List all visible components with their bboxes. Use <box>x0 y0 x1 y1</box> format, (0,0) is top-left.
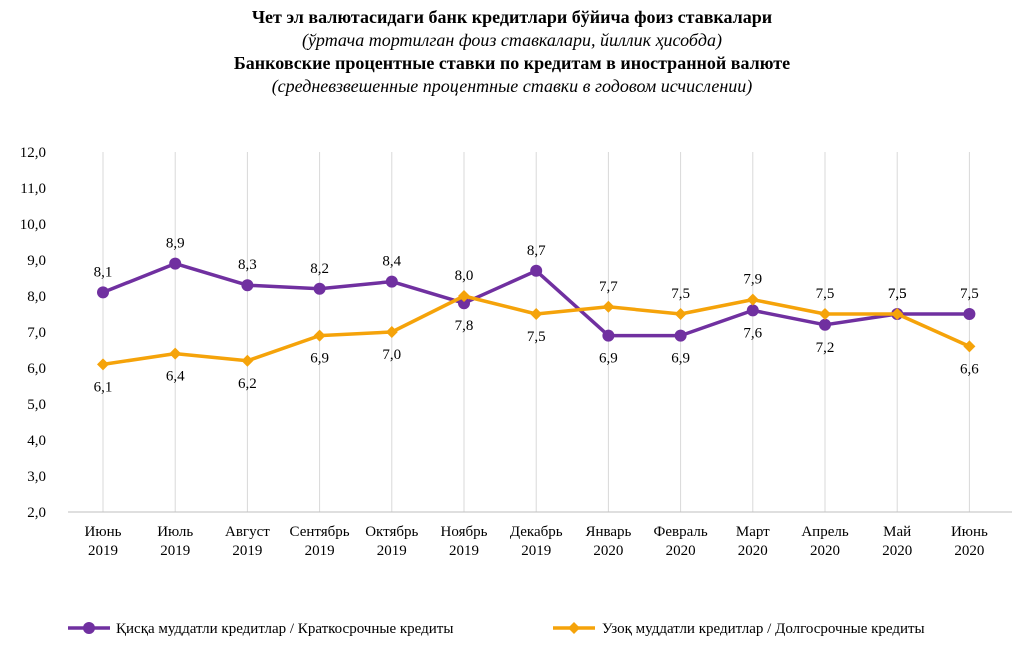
x-tick-label-month: Февраль <box>653 524 707 540</box>
series-0-point <box>458 297 470 310</box>
x-tick-label-month: Январь <box>585 524 631 540</box>
y-tick-label: 5,0 <box>27 397 46 413</box>
chart-titles: Чет эл валютасидаги банк кредитлари бўйи… <box>0 6 1024 98</box>
x-tick-label-month: Июнь <box>85 524 122 540</box>
y-tick-label: 9,0 <box>27 253 46 269</box>
series-1-point <box>963 340 976 353</box>
x-tick-label-month: Июль <box>157 524 193 540</box>
data-label: 6,9 <box>671 351 690 367</box>
data-label: 7,5 <box>671 286 690 302</box>
series-0-point <box>602 329 615 342</box>
series-0-point <box>746 304 759 317</box>
x-tick-label-year: 2019 <box>160 543 190 559</box>
y-tick-label: 6,0 <box>27 361 46 377</box>
data-label: 7,6 <box>743 325 762 341</box>
y-tick-label: 12,0 <box>20 145 46 161</box>
data-label: 6,6 <box>960 361 979 377</box>
data-label: 6,9 <box>599 351 618 367</box>
x-tick-label-year: 2019 <box>521 543 551 559</box>
data-label: 7,0 <box>382 347 401 363</box>
data-label: 8,7 <box>527 243 546 259</box>
x-tick-label-year: 2020 <box>954 543 984 559</box>
series-1-point <box>241 354 254 367</box>
x-tick-label-month: Май <box>883 524 911 540</box>
x-tick-label-year: 2019 <box>377 543 407 559</box>
x-tick-label-year: 2019 <box>449 543 479 559</box>
chart-title-uz: Чет эл валютасидаги банк кредитлари бўйи… <box>251 7 773 27</box>
series-1-point <box>891 308 904 320</box>
legend-marker <box>568 622 580 634</box>
x-tick-label-month: Август <box>225 524 270 540</box>
x-tick-label-year: 2019 <box>232 543 262 559</box>
chart-subtitle-ru: (средневзвешенные процентные ставки в го… <box>271 76 753 96</box>
data-label: 7,8 <box>455 318 474 334</box>
x-tick-label-year: 2020 <box>666 543 696 559</box>
data-label: 7,2 <box>816 340 835 356</box>
x-tick-label-year: 2020 <box>882 543 912 559</box>
series-0-point <box>963 308 976 320</box>
x-tick-label-month: Июнь <box>951 524 988 540</box>
series-1-point <box>819 308 831 320</box>
x-tick-label-year: 2019 <box>88 543 118 559</box>
y-tick-label: 10,0 <box>20 217 46 233</box>
data-label: 8,0 <box>455 268 474 284</box>
data-label: 8,4 <box>382 254 401 270</box>
legend-label: Узоқ муддатли кредитлар / Долгосрочные к… <box>602 621 925 637</box>
chart-subtitle-uz: (ўртача тортилган фоиз ставкалари, йилли… <box>301 30 723 50</box>
data-label: 8,9 <box>166 236 185 252</box>
legend-marker <box>83 622 95 634</box>
y-tick-label: 11,0 <box>20 181 46 197</box>
x-tick-label-month: Ноябрь <box>441 524 488 540</box>
series-0-point <box>241 279 254 292</box>
data-label: 7,5 <box>888 286 907 302</box>
data-label: 7,5 <box>888 286 907 302</box>
x-tick-label-year: 2020 <box>738 543 768 559</box>
series-1-point <box>746 293 759 306</box>
data-label: 6,1 <box>94 379 113 395</box>
data-label: 8,3 <box>238 257 257 273</box>
chart-title-ru: Банковские процентные ставки по кредитам… <box>233 53 791 73</box>
series-1-point <box>674 308 687 320</box>
series-1-point <box>313 329 326 342</box>
series-1-point <box>602 300 615 313</box>
series-1-point <box>169 347 182 360</box>
series-1-point <box>97 358 109 371</box>
series-0-point <box>674 329 687 342</box>
series-0-point <box>313 282 326 295</box>
series-1-point <box>530 308 543 320</box>
data-label: 8,1 <box>94 264 113 280</box>
y-tick-label: 7,0 <box>27 325 46 341</box>
series-1-point <box>458 290 470 302</box>
series-0-point <box>530 264 543 277</box>
x-tick-label-month: Март <box>736 524 770 540</box>
x-tick-label-month: Сентябрь <box>290 524 350 540</box>
series-0-point <box>169 257 182 270</box>
series-1-point <box>385 326 398 338</box>
data-label: 7,9 <box>743 272 762 288</box>
x-tick-label-month: Апрель <box>801 524 849 540</box>
y-tick-label: 3,0 <box>27 469 46 485</box>
x-tick-label-year: 2019 <box>305 543 335 559</box>
series-0-point <box>97 286 109 299</box>
series-0-point <box>385 275 398 288</box>
data-label: 6,4 <box>166 369 185 385</box>
data-label: 8,2 <box>310 261 329 277</box>
x-tick-label-month: Октябрь <box>365 524 418 540</box>
x-tick-label-year: 2020 <box>810 543 840 559</box>
data-label: 6,2 <box>238 376 257 392</box>
data-label: 7,5 <box>527 329 546 345</box>
data-label: 7,7 <box>599 279 618 295</box>
y-tick-label: 4,0 <box>27 433 46 449</box>
data-label: 7,5 <box>960 286 979 302</box>
x-tick-label-month: Декабрь <box>510 524 563 540</box>
data-label: 6,9 <box>310 351 329 367</box>
x-tick-label-year: 2020 <box>593 543 623 559</box>
legend-label: Қисқа муддатли кредитлар / Краткосрочные… <box>116 621 453 637</box>
y-tick-label: 2,0 <box>27 505 46 521</box>
series-0-point <box>819 318 831 331</box>
data-label: 7,5 <box>816 286 835 302</box>
y-tick-label: 8,0 <box>27 289 46 305</box>
